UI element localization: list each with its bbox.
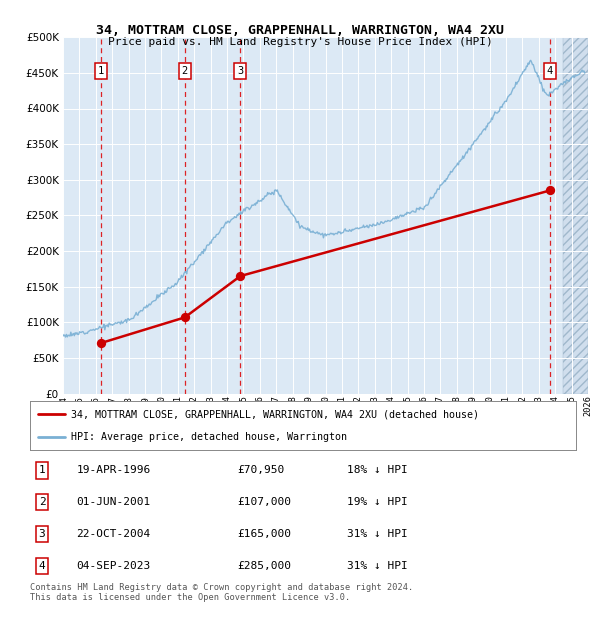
Point	[545, 185, 554, 195]
Text: 34, MOTTRAM CLOSE, GRAPPENHALL, WARRINGTON, WA4 2XU: 34, MOTTRAM CLOSE, GRAPPENHALL, WARRINGT…	[96, 24, 504, 37]
Text: 2: 2	[182, 66, 188, 76]
Text: HPI: Average price, detached house, Warrington: HPI: Average price, detached house, Warr…	[71, 432, 347, 443]
Text: 01-JUN-2001: 01-JUN-2001	[76, 497, 151, 507]
Text: £285,000: £285,000	[238, 560, 292, 571]
Point	[96, 338, 106, 348]
Text: 19% ↓ HPI: 19% ↓ HPI	[347, 497, 407, 507]
Text: £107,000: £107,000	[238, 497, 292, 507]
Text: Contains HM Land Registry data © Crown copyright and database right 2024.
This d: Contains HM Land Registry data © Crown c…	[30, 583, 413, 602]
Bar	[563, 37, 588, 394]
Text: 1: 1	[98, 66, 104, 76]
Text: 04-SEP-2023: 04-SEP-2023	[76, 560, 151, 571]
Text: £165,000: £165,000	[238, 529, 292, 539]
Bar	[563, 37, 588, 394]
Text: 22-OCT-2004: 22-OCT-2004	[76, 529, 151, 539]
Text: 4: 4	[547, 66, 553, 76]
Text: 1: 1	[38, 466, 46, 476]
Text: £70,950: £70,950	[238, 466, 285, 476]
Text: 4: 4	[38, 560, 46, 571]
Text: 2: 2	[38, 497, 46, 507]
Text: 31% ↓ HPI: 31% ↓ HPI	[347, 529, 407, 539]
Text: 19-APR-1996: 19-APR-1996	[76, 466, 151, 476]
Text: 3: 3	[38, 529, 46, 539]
Text: 31% ↓ HPI: 31% ↓ HPI	[347, 560, 407, 571]
Point	[180, 312, 190, 322]
Point	[236, 271, 245, 281]
Text: 3: 3	[237, 66, 244, 76]
Text: 18% ↓ HPI: 18% ↓ HPI	[347, 466, 407, 476]
Text: Price paid vs. HM Land Registry's House Price Index (HPI): Price paid vs. HM Land Registry's House …	[107, 37, 493, 46]
Text: 34, MOTTRAM CLOSE, GRAPPENHALL, WARRINGTON, WA4 2XU (detached house): 34, MOTTRAM CLOSE, GRAPPENHALL, WARRINGT…	[71, 409, 479, 419]
